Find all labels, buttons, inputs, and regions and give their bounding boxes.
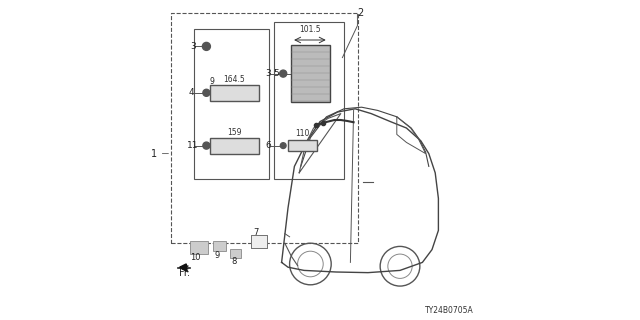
Text: 1: 1: [150, 148, 168, 159]
Bar: [210, 85, 259, 101]
Text: 164.5: 164.5: [223, 75, 245, 84]
Text: 8: 8: [231, 257, 236, 266]
Circle shape: [203, 142, 210, 149]
Text: 3: 3: [266, 69, 271, 78]
Bar: [288, 140, 317, 151]
Text: 159: 159: [227, 128, 242, 137]
Text: 7: 7: [253, 228, 259, 237]
Text: 101.5: 101.5: [299, 25, 321, 34]
Text: 9: 9: [210, 77, 214, 86]
Bar: [191, 241, 208, 254]
Bar: [172, 13, 358, 243]
Bar: [274, 22, 344, 179]
Bar: [193, 29, 269, 179]
Text: 10: 10: [191, 253, 201, 262]
Text: 11: 11: [187, 141, 198, 150]
Circle shape: [202, 43, 211, 51]
Bar: [251, 235, 267, 248]
Bar: [230, 249, 241, 258]
Circle shape: [280, 143, 286, 148]
Bar: [251, 235, 267, 248]
Text: 110: 110: [295, 129, 310, 138]
Text: 3: 3: [191, 42, 196, 51]
Bar: [291, 45, 330, 102]
Text: Fr.: Fr.: [179, 268, 189, 278]
Text: TY24B0705A: TY24B0705A: [425, 306, 474, 315]
Text: 6: 6: [266, 141, 271, 150]
Text: 9: 9: [214, 251, 220, 260]
Circle shape: [280, 70, 287, 77]
Text: 4: 4: [189, 88, 195, 97]
Bar: [212, 241, 227, 251]
Text: 5: 5: [274, 69, 279, 78]
Bar: [210, 138, 259, 154]
Text: 2: 2: [357, 8, 364, 18]
Circle shape: [203, 89, 210, 96]
